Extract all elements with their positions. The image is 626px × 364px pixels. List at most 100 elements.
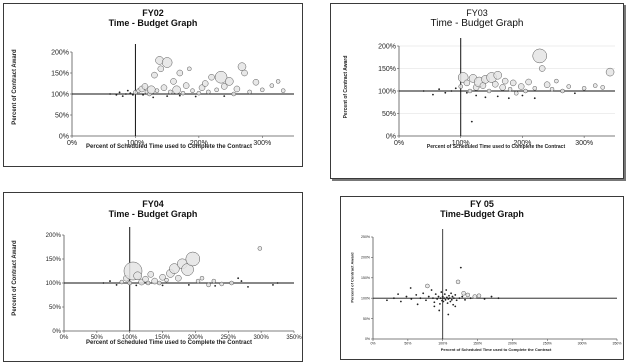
data-point xyxy=(175,274,182,282)
x-tick-label: 100% xyxy=(126,140,144,147)
data-point xyxy=(523,88,528,94)
data-point xyxy=(119,279,125,285)
data-point xyxy=(125,93,127,95)
x-tick-label: 50% xyxy=(404,342,411,346)
data-point xyxy=(442,300,445,303)
data-point xyxy=(532,86,538,91)
data-point xyxy=(455,299,458,302)
data-point xyxy=(458,297,461,300)
y-axis-label: Percent of Contract Award xyxy=(343,55,349,119)
data-point xyxy=(490,295,493,298)
data-point xyxy=(451,295,454,298)
data-point xyxy=(229,280,234,286)
data-point xyxy=(441,299,443,302)
data-point xyxy=(432,93,434,96)
chart-title-line1: FY02 xyxy=(142,8,164,18)
y-axis-label: Percent of Contract Award xyxy=(12,49,18,125)
data-point xyxy=(441,295,444,298)
data-point xyxy=(410,298,413,300)
data-point xyxy=(573,92,576,95)
data-point xyxy=(147,271,154,278)
data-point xyxy=(214,87,219,93)
data-point xyxy=(492,81,499,88)
data-point xyxy=(440,291,443,293)
data-point xyxy=(422,292,425,295)
data-point xyxy=(538,65,546,72)
data-point xyxy=(170,78,177,85)
data-point xyxy=(437,295,440,298)
y-tick-label: 150% xyxy=(51,70,69,77)
chart-panel-fy04: 0% 50% 100% 150% 200% 0% 50% 100% 150% 200% 250% 30… xyxy=(3,192,303,362)
chart-title-line1: FY 05 xyxy=(470,199,494,209)
chart-title-line2: Time - Budget Graph xyxy=(108,209,198,219)
data-point xyxy=(484,96,487,99)
data-point xyxy=(593,83,598,88)
data-point xyxy=(445,296,448,299)
scatter-plot-fy05: 0% 50% 100% 150% 200% 250% 0% 50% 100% 150% 200% 25… xyxy=(361,229,622,346)
data-point xyxy=(233,85,241,93)
data-point xyxy=(430,289,433,291)
data-point xyxy=(168,89,173,95)
data-point xyxy=(415,294,418,296)
data-point xyxy=(386,299,388,302)
data-point xyxy=(454,305,457,308)
data-point xyxy=(438,88,441,91)
data-point xyxy=(472,294,478,299)
data-point xyxy=(208,73,215,81)
data-point xyxy=(166,95,169,97)
y-tick-label: 0% xyxy=(52,329,61,335)
x-tick-label: 100% xyxy=(438,342,447,346)
data-point xyxy=(458,84,463,89)
y-tick-label: 200% xyxy=(378,43,396,50)
data-point xyxy=(443,293,446,296)
data-point xyxy=(483,298,486,300)
data-point xyxy=(454,87,457,90)
data-point xyxy=(159,273,166,281)
y-tick-label: 150% xyxy=(378,66,396,73)
data-point xyxy=(187,66,192,72)
data-point xyxy=(497,297,500,300)
data-point xyxy=(199,275,205,281)
data-point xyxy=(566,84,571,89)
data-point xyxy=(225,77,234,86)
data-point xyxy=(581,86,587,91)
x-tick-label: 150% xyxy=(473,342,482,346)
x-axis-label: Percent of Scheduled Time used to Comple… xyxy=(440,347,552,352)
data-point xyxy=(187,284,190,286)
data-point xyxy=(129,92,132,95)
data-point xyxy=(247,285,249,288)
data-point xyxy=(154,88,160,93)
x-tick-label: 200% xyxy=(190,140,208,147)
y-tick-label: 150% xyxy=(46,257,62,263)
data-point xyxy=(142,275,149,283)
data-point xyxy=(196,90,202,96)
y-axis-label: Percent of Contract Award xyxy=(12,240,18,316)
x-tick-label: 250% xyxy=(543,342,552,346)
data-point xyxy=(160,84,168,91)
data-point xyxy=(521,94,524,97)
data-point xyxy=(449,300,452,303)
data-point xyxy=(605,67,615,77)
x-tick-label: 350% xyxy=(613,342,622,346)
data-point xyxy=(434,293,437,296)
data-point xyxy=(419,297,422,300)
data-point xyxy=(219,281,224,287)
data-point xyxy=(439,297,442,300)
x-axis-label: Percent of Scheduled Time used to Comple… xyxy=(86,340,252,346)
y-tick-label: 50% xyxy=(55,112,69,119)
data-point xyxy=(533,97,536,100)
data-point xyxy=(470,120,473,123)
data-point xyxy=(393,297,395,300)
data-point xyxy=(142,93,144,96)
x-axis-label: Percent of Scheduled Time used to Comple… xyxy=(426,144,566,150)
x-tick-label: 250% xyxy=(221,335,237,341)
y-tick-label: 50% xyxy=(363,317,370,321)
data-point xyxy=(543,81,551,88)
y-tick-label: 0% xyxy=(365,337,370,341)
data-point xyxy=(180,90,186,96)
data-point xyxy=(214,70,228,84)
data-point xyxy=(272,284,274,286)
x-tick-label: 100% xyxy=(452,140,470,147)
data-point xyxy=(176,69,184,77)
data-point xyxy=(465,91,468,94)
